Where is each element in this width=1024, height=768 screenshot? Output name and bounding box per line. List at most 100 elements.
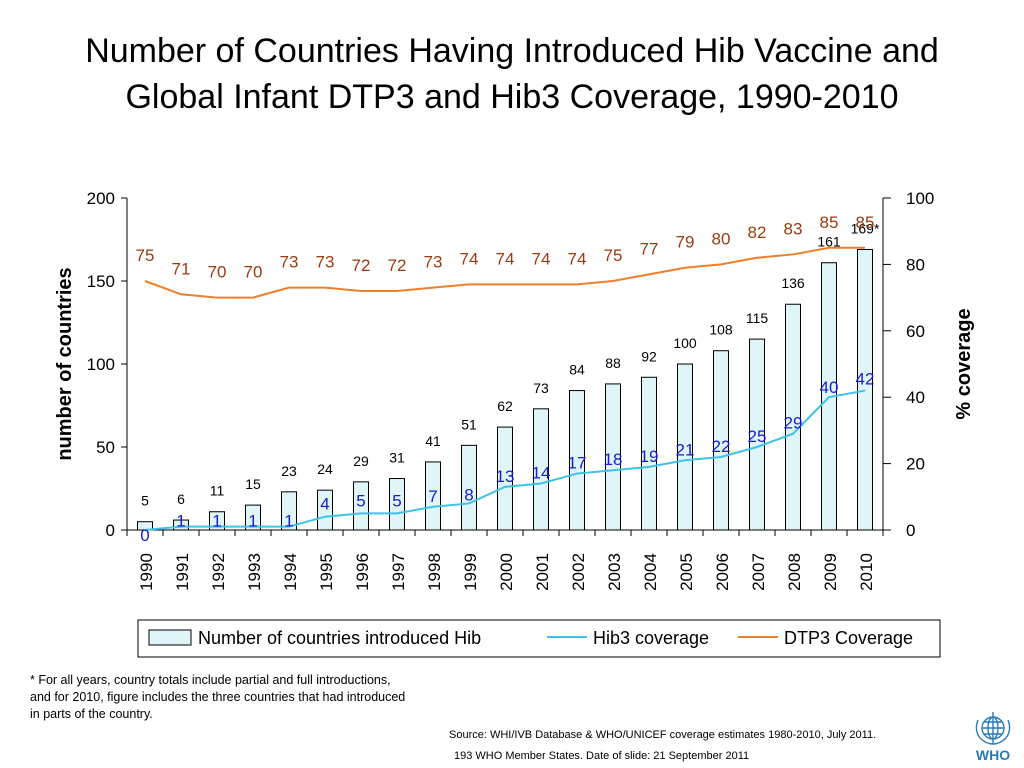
hib3-value-label: 5	[356, 491, 365, 510]
hib3-value-label: 7	[428, 487, 437, 506]
right-tick-label: 100	[906, 189, 934, 208]
hib3-value-label: 14	[532, 464, 551, 483]
dtp3-value-label: 73	[316, 253, 335, 272]
x-tick-label: 2003	[605, 553, 624, 591]
bar-countries	[173, 519, 189, 531]
dtp3-value-label: 75	[604, 246, 623, 265]
hib3-value-label: 1	[284, 512, 293, 531]
bar-value-label: 23	[281, 463, 297, 479]
bar-value-label: 115	[746, 310, 769, 326]
bar-countries	[209, 511, 225, 531]
x-tick-label: 2009	[821, 553, 840, 591]
left-tick-label: 0	[106, 521, 115, 540]
bar-value-label: 51	[461, 416, 477, 432]
left-tick-label: 100	[87, 355, 115, 374]
dtp3-value-label: 79	[676, 233, 695, 252]
hib3-value-label: 21	[676, 440, 695, 459]
dtp3-coverage-line	[144, 246, 865, 299]
hib3-value-label: 42	[856, 370, 875, 389]
bar-value-label: 92	[641, 348, 657, 364]
x-tick-label: 1999	[461, 553, 480, 591]
bar-countries	[605, 383, 621, 531]
bar-value-label: 73	[533, 380, 549, 396]
bar-value-label: 62	[497, 398, 513, 414]
hib3-value-label: 1	[176, 512, 185, 531]
legend-label-countries: Number of countries introduced Hib	[198, 628, 481, 648]
dtp3-value-label: 74	[496, 249, 515, 268]
legend-label-hib3: Hib3 coverage	[593, 628, 709, 648]
bar-value-label: 11	[210, 483, 225, 499]
hib3-coverage-line	[144, 389, 866, 531]
bar-value-label: 15	[245, 476, 261, 492]
bar-value-label: 161	[817, 234, 841, 250]
bar-value-label: 84	[569, 362, 585, 378]
hib3-value-label: 17	[568, 454, 587, 473]
dtp3-value-label: 72	[388, 256, 407, 275]
x-tick-label: 1996	[353, 553, 372, 591]
bar-countries	[569, 390, 585, 531]
x-tick-label: 2008	[785, 553, 804, 591]
footnote-line-3: in parts of the country.	[30, 707, 153, 721]
legend-box	[137, 619, 941, 658]
member-note: 193 WHO Member States. Date of slide: 21…	[454, 750, 750, 762]
bar-value-label: 108	[709, 322, 733, 338]
dtp3-value-label: 71	[172, 259, 191, 278]
hib3-value-label: 29	[784, 414, 803, 433]
bar-value-label: 100	[673, 335, 697, 351]
x-tick-label: 2010	[857, 553, 876, 591]
bar-value-label: 29	[353, 453, 369, 469]
x-tick-label: 2001	[533, 553, 552, 591]
dtp3-value-label: 80	[712, 229, 731, 248]
bar-countries	[353, 481, 369, 531]
bar-value-label: 31	[389, 450, 405, 466]
bar-countries	[749, 338, 765, 531]
bar-value-label: 41	[425, 433, 441, 449]
bar-value-label: 169*	[851, 220, 880, 236]
hib3-value-label: 0	[140, 526, 149, 545]
bar-value-label: 6	[177, 491, 185, 507]
x-tick-label: 1995	[317, 553, 336, 591]
bar-countries	[641, 376, 657, 531]
right-tick-label: 40	[906, 388, 925, 407]
bar-countries	[713, 350, 729, 531]
hib3-value-label: 13	[496, 467, 515, 486]
bar-countries	[857, 248, 873, 531]
dtp3-value-label: 74	[568, 249, 587, 268]
hib3-value-label: 1	[248, 512, 257, 531]
x-tick-label: 2007	[749, 553, 768, 591]
hib3-value-label: 8	[464, 485, 473, 504]
bar-countries	[533, 408, 549, 531]
dtp3-value-label: 82	[748, 223, 767, 242]
dtp3-value-label: 73	[424, 253, 443, 272]
left-tick-label: 200	[87, 189, 115, 208]
x-tick-label: 1993	[245, 553, 264, 591]
legend-label-dtp3: DTP3 Coverage	[784, 628, 913, 648]
bar-value-label: 88	[605, 355, 621, 371]
hib3-value-label: 25	[748, 427, 767, 446]
bar-countries	[785, 303, 801, 531]
hib3-value-label: 18	[604, 450, 623, 469]
who-emblem-icon: WHO	[975, 712, 1011, 763]
x-tick-label: 1990	[137, 553, 156, 591]
bar-countries	[677, 363, 693, 531]
left-tick-label: 150	[87, 272, 115, 291]
bar-countries	[425, 461, 441, 531]
hib3-value-label: 22	[712, 437, 731, 456]
dtp3-value-label: 85	[820, 213, 839, 232]
bar-countries	[317, 489, 333, 531]
source-note: Source: WHI/IVB Database & WHO/UNICEF co…	[449, 729, 877, 741]
chart-title: Number of Countries Having Introduced Hi…	[0, 28, 1024, 120]
bar-countries	[245, 504, 261, 531]
bar-value-label: 5	[141, 493, 149, 509]
bar-countries	[281, 491, 297, 531]
dtp3-value-label: 72	[352, 256, 371, 275]
left-axis-title: number of countries	[54, 267, 76, 460]
dtp3-value-label: 73	[280, 253, 299, 272]
hib3-value-label: 19	[640, 447, 659, 466]
x-tick-label: 2002	[569, 553, 588, 591]
hib3-value-label: 40	[820, 378, 839, 397]
right-tick-label: 80	[906, 255, 925, 274]
left-tick-label: 50	[96, 438, 115, 457]
footnote-line-1: * For all years, country totals include …	[30, 673, 391, 687]
hib3-value-label: 5	[392, 491, 401, 510]
